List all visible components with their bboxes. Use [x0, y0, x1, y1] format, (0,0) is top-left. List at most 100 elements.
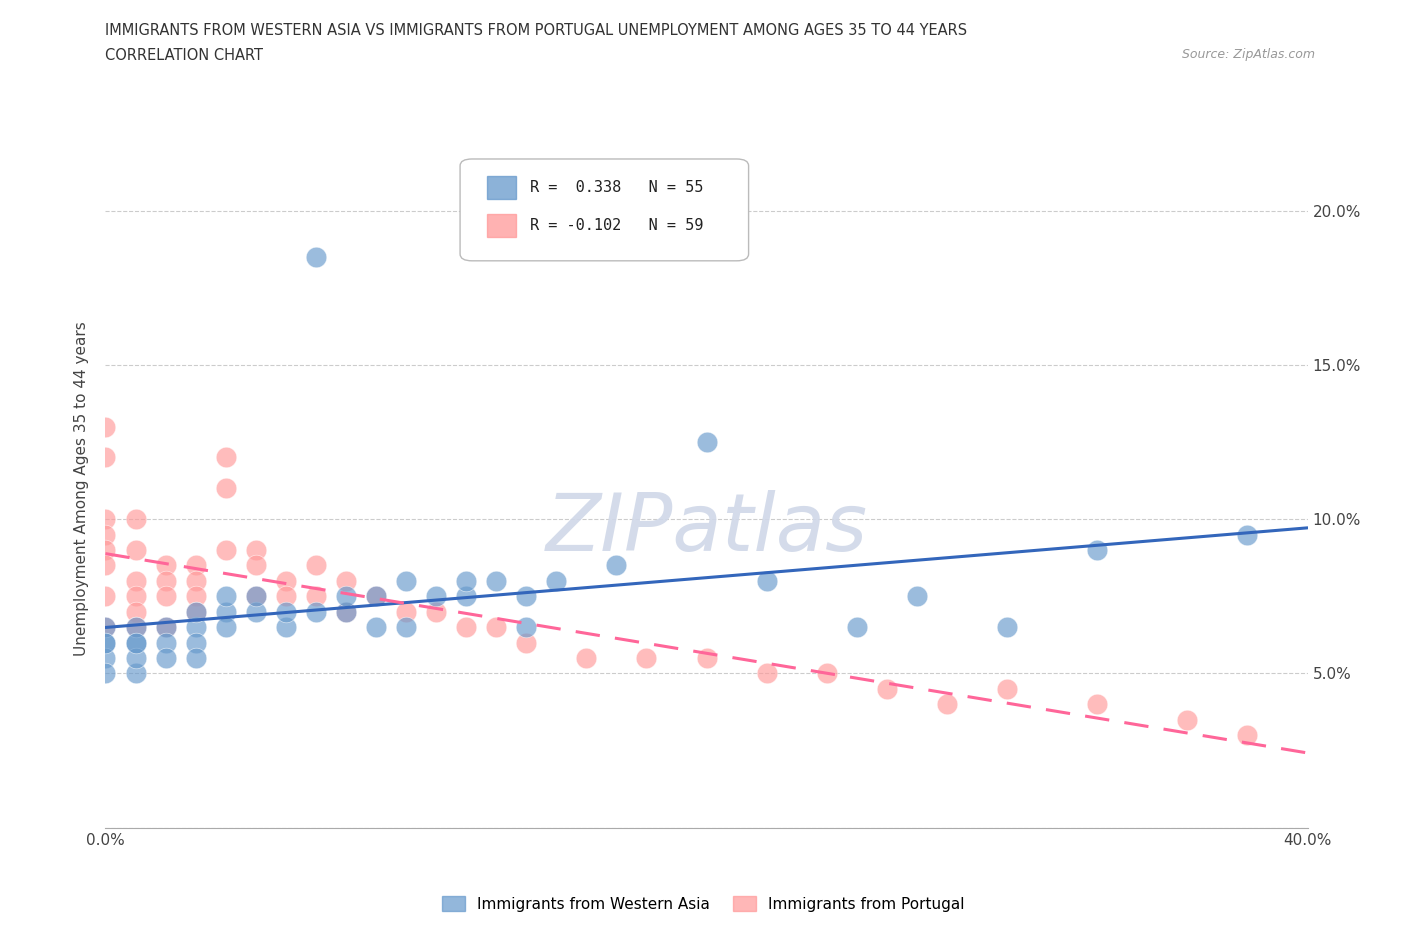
- Point: [214, 619, 236, 634]
- Point: [124, 574, 146, 589]
- Point: [124, 635, 146, 650]
- Point: [876, 682, 898, 697]
- Point: [214, 481, 236, 496]
- Point: [124, 619, 146, 634]
- Y-axis label: Unemployment Among Ages 35 to 44 years: Unemployment Among Ages 35 to 44 years: [75, 321, 90, 656]
- Point: [94, 542, 117, 557]
- Text: R = -0.102   N = 59: R = -0.102 N = 59: [530, 218, 704, 233]
- Point: [395, 574, 418, 589]
- Point: [94, 419, 117, 434]
- Point: [364, 619, 387, 634]
- Legend: Immigrants from Western Asia, Immigrants from Portugal: Immigrants from Western Asia, Immigrants…: [436, 889, 970, 918]
- Point: [94, 619, 117, 634]
- Point: [305, 249, 328, 264]
- Point: [274, 589, 297, 604]
- Point: [305, 604, 328, 619]
- Point: [155, 651, 177, 666]
- Point: [755, 666, 778, 681]
- Point: [155, 635, 177, 650]
- Point: [245, 589, 267, 604]
- Point: [995, 682, 1018, 697]
- Point: [546, 574, 568, 589]
- Point: [335, 604, 357, 619]
- Point: [1236, 527, 1258, 542]
- Point: [245, 558, 267, 573]
- Point: [155, 574, 177, 589]
- Point: [214, 450, 236, 465]
- Point: [155, 558, 177, 573]
- Point: [454, 574, 477, 589]
- Point: [245, 589, 267, 604]
- Point: [274, 619, 297, 634]
- Point: [575, 651, 598, 666]
- Point: [755, 574, 778, 589]
- Point: [605, 558, 627, 573]
- FancyBboxPatch shape: [460, 159, 748, 260]
- Point: [425, 604, 447, 619]
- Point: [94, 651, 117, 666]
- Point: [696, 434, 718, 449]
- Point: [184, 635, 207, 650]
- Point: [214, 604, 236, 619]
- Point: [124, 651, 146, 666]
- Point: [124, 619, 146, 634]
- Point: [515, 589, 537, 604]
- Point: [184, 558, 207, 573]
- Text: ZIPatlas: ZIPatlas: [546, 490, 868, 568]
- Point: [636, 651, 658, 666]
- Point: [335, 589, 357, 604]
- Point: [245, 604, 267, 619]
- Point: [454, 589, 477, 604]
- Point: [936, 697, 959, 711]
- Point: [364, 589, 387, 604]
- Point: [845, 619, 868, 634]
- Point: [184, 574, 207, 589]
- Point: [815, 666, 838, 681]
- Point: [184, 604, 207, 619]
- Point: [94, 635, 117, 650]
- Point: [515, 619, 537, 634]
- Point: [454, 619, 477, 634]
- Point: [696, 651, 718, 666]
- Point: [305, 589, 328, 604]
- Point: [364, 589, 387, 604]
- Point: [94, 512, 117, 526]
- Point: [395, 619, 418, 634]
- Point: [124, 512, 146, 526]
- Point: [335, 604, 357, 619]
- Point: [94, 558, 117, 573]
- Point: [184, 589, 207, 604]
- Point: [184, 651, 207, 666]
- Point: [124, 666, 146, 681]
- FancyBboxPatch shape: [486, 176, 516, 199]
- Point: [124, 589, 146, 604]
- Point: [335, 574, 357, 589]
- Text: IMMIGRANTS FROM WESTERN ASIA VS IMMIGRANTS FROM PORTUGAL UNEMPLOYMENT AMONG AGES: IMMIGRANTS FROM WESTERN ASIA VS IMMIGRAN…: [105, 23, 967, 38]
- Point: [124, 542, 146, 557]
- Point: [124, 635, 146, 650]
- Point: [184, 619, 207, 634]
- Text: CORRELATION CHART: CORRELATION CHART: [105, 48, 263, 63]
- Point: [94, 527, 117, 542]
- Point: [905, 589, 928, 604]
- Text: R =  0.338   N = 55: R = 0.338 N = 55: [530, 180, 704, 195]
- Point: [94, 589, 117, 604]
- Point: [425, 589, 447, 604]
- Point: [155, 589, 177, 604]
- Point: [1085, 542, 1108, 557]
- Point: [1236, 727, 1258, 742]
- Point: [94, 619, 117, 634]
- Point: [1175, 712, 1198, 727]
- Point: [124, 604, 146, 619]
- Point: [1085, 697, 1108, 711]
- Point: [94, 450, 117, 465]
- Point: [184, 604, 207, 619]
- Text: Source: ZipAtlas.com: Source: ZipAtlas.com: [1181, 48, 1315, 61]
- Point: [94, 666, 117, 681]
- Point: [274, 604, 297, 619]
- Point: [245, 542, 267, 557]
- Point: [485, 574, 508, 589]
- Point: [395, 604, 418, 619]
- Point: [94, 635, 117, 650]
- Point: [214, 589, 236, 604]
